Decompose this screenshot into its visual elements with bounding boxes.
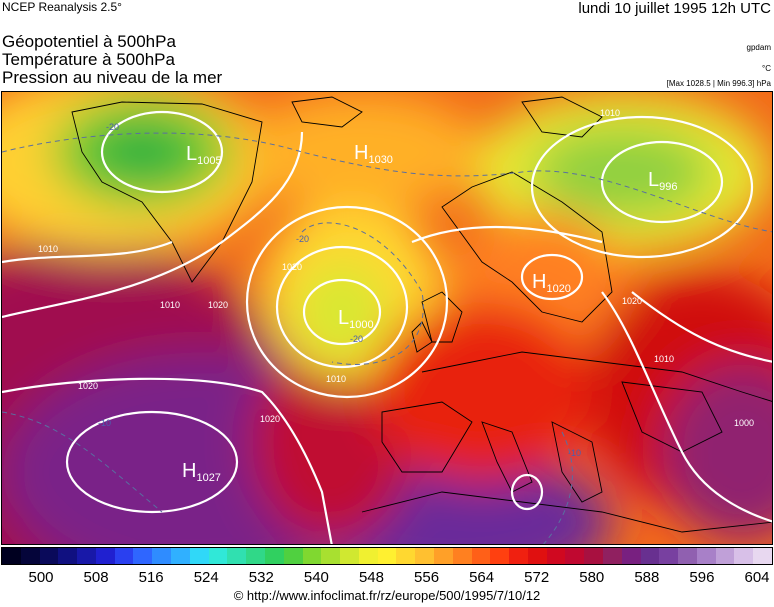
color-swatch — [621, 548, 641, 564]
color-swatch — [114, 548, 134, 564]
isobar-label: 1020 — [260, 414, 280, 424]
date-time: lundi 10 juillet 1995 12h UTC — [578, 0, 771, 17]
color-swatch — [452, 548, 472, 564]
pressure-centers: H1030 L1000 H1027 H1020 L996 L1005 — [182, 142, 677, 484]
isobar-label: 1010 — [600, 108, 620, 118]
scale-tick-label: 532 — [248, 569, 274, 586]
color-swatch — [58, 548, 78, 564]
color-swatch — [527, 548, 547, 564]
color-swatch — [302, 548, 322, 564]
color-swatch — [95, 548, 115, 564]
unit-temperature: °C — [762, 64, 771, 73]
scale-tick-label: 596 — [689, 569, 715, 586]
color-swatch — [340, 548, 359, 564]
center-low-atlantic: L1000 — [338, 307, 374, 331]
color-swatch — [490, 548, 510, 564]
color-swatch — [696, 548, 716, 564]
temperature-label: -20 — [296, 234, 309, 244]
color-swatch — [433, 548, 453, 564]
center-low-russia: L996 — [648, 169, 677, 193]
scale-tick-label: 588 — [634, 569, 660, 586]
temperature-isotherms — [2, 132, 772, 544]
scale-tick-label: 524 — [193, 569, 219, 586]
unit-pressure-range: [Max 1028.5 | Min 996.3] hPa — [666, 79, 771, 88]
color-swatch — [509, 548, 528, 564]
unit-geopotential: gpdam — [746, 43, 771, 52]
temperature-label: -20 — [350, 334, 363, 344]
data-source: NCEP Reanalysis 2.5° — [2, 0, 122, 14]
color-swatch — [321, 548, 341, 564]
scale-tick-label: 604 — [744, 569, 770, 586]
color-scale-bar — [1, 547, 773, 565]
scale-tick-label: 516 — [138, 569, 164, 586]
credit-url: © http://www.infoclimat.fr/rz/europe/500… — [233, 588, 541, 603]
color-swatch — [396, 548, 416, 564]
color-swatch — [640, 548, 660, 564]
color-swatch — [77, 548, 96, 564]
isobar-label: 1020 — [622, 296, 642, 306]
title-pressure: Pression au niveau de la mer — [2, 68, 223, 87]
color-scale-ticks: 500 508 516 524 532 540 548 556 564 572 580 588 596 6… — [0, 569, 774, 587]
center-high-greenland-sea: H1030 — [354, 142, 393, 166]
center-high-azores: H1027 — [182, 460, 221, 484]
color-swatch — [189, 548, 209, 564]
isobars — [2, 110, 772, 544]
color-swatch — [678, 548, 697, 564]
color-swatch — [471, 548, 491, 564]
title-geopotential: Géopotentiel à 500hPa — [2, 32, 176, 51]
scale-tick-label: 556 — [414, 569, 440, 586]
color-swatch — [152, 548, 172, 564]
isobar-label: 1020 — [78, 381, 98, 391]
scale-tick-label: 580 — [579, 569, 605, 586]
map-canvas: H1030 L1000 H1027 H1020 L996 L1005 1010 … — [2, 92, 772, 544]
color-swatch — [2, 548, 21, 564]
isobar-label: 1020 — [282, 262, 302, 272]
color-swatch — [208, 548, 228, 564]
color-swatch — [584, 548, 603, 564]
geopotential-field — [2, 92, 772, 544]
isobar-label: 1010 — [326, 374, 346, 384]
scale-tick-label: 572 — [524, 569, 550, 586]
color-swatch — [734, 548, 754, 564]
isobar-label: 1010 — [654, 354, 674, 364]
temperature-label: -20 — [106, 122, 119, 132]
scale-tick-label: 508 — [83, 569, 109, 586]
color-swatch — [246, 548, 265, 564]
scale-tick-label: 564 — [469, 569, 495, 586]
color-swatch — [358, 548, 378, 564]
coastlines — [71, 96, 772, 533]
isobar-label: 1010 — [160, 300, 180, 310]
weather-map: H1030 L1000 H1027 H1020 L996 L1005 1010 … — [1, 91, 773, 545]
isobar-label: 1010 — [38, 244, 58, 254]
color-swatch — [603, 548, 622, 564]
color-swatch — [715, 548, 735, 564]
color-swatch — [227, 548, 247, 564]
isobar-labels: 1010 1020 1010 1020 1020 1010 1020 1010 … — [38, 108, 754, 428]
center-high-baltic: H1020 — [532, 271, 571, 295]
temperature-label: -10 — [98, 418, 111, 428]
temperature-label: -10 — [568, 448, 581, 458]
color-swatch — [415, 548, 434, 564]
color-swatch — [659, 548, 679, 564]
color-swatch — [753, 548, 773, 564]
scale-tick-label: 548 — [358, 569, 384, 586]
color-swatch — [20, 548, 40, 564]
title-temperature: Température à 500hPa — [2, 50, 175, 69]
isobar-label: 1020 — [208, 300, 228, 310]
color-swatch — [264, 548, 284, 564]
color-swatch — [39, 548, 59, 564]
color-swatch — [565, 548, 585, 564]
temperature-labels: -20 -20 -10 -10 -20 — [98, 122, 581, 458]
color-swatch — [283, 548, 303, 564]
center-low-greenland: L1005 — [186, 143, 222, 167]
scale-tick-label: 500 — [28, 569, 54, 586]
color-swatch — [133, 548, 153, 564]
color-swatch — [377, 548, 397, 564]
color-swatch — [546, 548, 566, 564]
scale-tick-label: 540 — [303, 569, 329, 586]
color-swatch — [171, 548, 190, 564]
isobar-label: 1000 — [734, 418, 754, 428]
